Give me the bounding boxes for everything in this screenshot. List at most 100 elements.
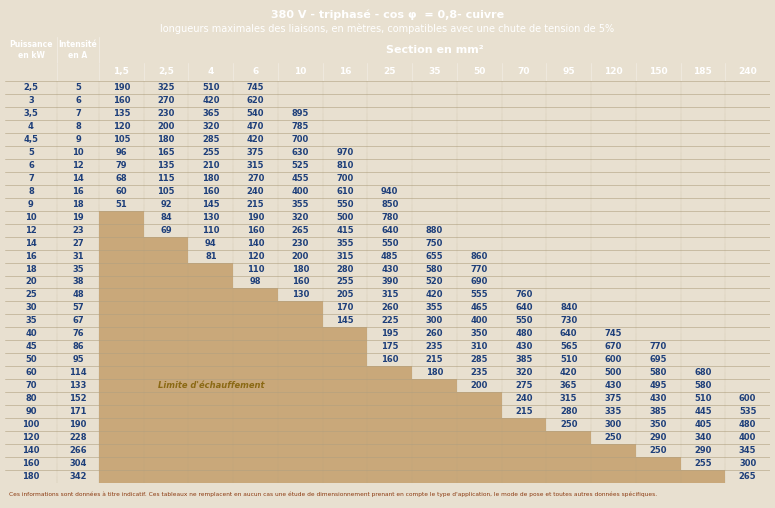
Text: 420: 420 xyxy=(425,291,443,300)
Text: Ces informations sont données à titre indicatif. Ces tableaux ne remplacent en a: Ces informations sont données à titre in… xyxy=(9,491,657,497)
Text: 2,5: 2,5 xyxy=(158,68,174,77)
Text: 135: 135 xyxy=(157,161,175,170)
Bar xyxy=(143,354,188,366)
Text: 510: 510 xyxy=(694,394,711,403)
Text: 8: 8 xyxy=(75,122,81,131)
Text: 266: 266 xyxy=(69,446,87,455)
Text: 18: 18 xyxy=(25,265,37,273)
Bar xyxy=(322,418,367,431)
Text: Intensité
en A: Intensité en A xyxy=(59,40,98,60)
Bar xyxy=(457,431,501,444)
Text: 79: 79 xyxy=(115,161,127,170)
Bar xyxy=(99,340,143,354)
Bar xyxy=(457,392,501,405)
Text: 171: 171 xyxy=(69,407,87,416)
Text: 160: 160 xyxy=(246,226,264,235)
Text: 420: 420 xyxy=(246,135,264,144)
Text: 120: 120 xyxy=(112,122,130,131)
Text: 180: 180 xyxy=(22,472,40,481)
Text: 5: 5 xyxy=(75,83,81,92)
Text: 240: 240 xyxy=(515,394,532,403)
Text: 92: 92 xyxy=(160,200,172,209)
Text: 400: 400 xyxy=(470,316,488,326)
Text: 170: 170 xyxy=(336,303,353,312)
Bar xyxy=(501,457,546,470)
Text: 110: 110 xyxy=(202,226,219,235)
Text: 555: 555 xyxy=(470,291,488,300)
Text: 880: 880 xyxy=(426,226,443,235)
Bar xyxy=(457,457,501,470)
Text: 20: 20 xyxy=(25,277,37,287)
Text: 230: 230 xyxy=(291,239,309,247)
Text: 610: 610 xyxy=(336,187,353,196)
Text: 320: 320 xyxy=(515,368,532,377)
Text: 550: 550 xyxy=(515,316,532,326)
Text: 640: 640 xyxy=(515,303,532,312)
Text: 38: 38 xyxy=(72,277,84,287)
Text: 700: 700 xyxy=(291,135,309,144)
Text: 30: 30 xyxy=(26,303,36,312)
Text: 470: 470 xyxy=(247,122,264,131)
Text: 485: 485 xyxy=(381,251,398,261)
Bar xyxy=(278,327,322,340)
Text: 140: 140 xyxy=(246,239,264,247)
Text: 14: 14 xyxy=(72,174,84,183)
Text: 365: 365 xyxy=(560,381,577,390)
Text: 69: 69 xyxy=(160,226,172,235)
Text: 940: 940 xyxy=(381,187,398,196)
Text: Section en mm²: Section en mm² xyxy=(386,45,484,55)
Bar xyxy=(591,444,636,457)
Bar xyxy=(278,431,322,444)
Text: 76: 76 xyxy=(72,329,84,338)
Text: 180: 180 xyxy=(425,368,443,377)
Text: 160: 160 xyxy=(381,355,398,364)
Bar xyxy=(233,289,278,301)
Text: 60: 60 xyxy=(115,187,127,196)
Text: 70: 70 xyxy=(26,381,36,390)
Text: 230: 230 xyxy=(157,109,175,118)
Text: 81: 81 xyxy=(205,251,217,261)
Bar xyxy=(188,457,233,470)
Text: 1,5: 1,5 xyxy=(113,68,129,77)
Text: 270: 270 xyxy=(247,174,264,183)
Text: 2,5: 2,5 xyxy=(23,83,39,92)
Text: 235: 235 xyxy=(425,342,443,352)
Text: 16: 16 xyxy=(339,68,351,77)
Bar xyxy=(99,444,143,457)
Bar xyxy=(322,444,367,457)
Bar xyxy=(501,470,546,483)
Text: 160: 160 xyxy=(291,277,309,287)
Bar xyxy=(99,263,143,275)
Text: 152: 152 xyxy=(69,394,87,403)
Text: 375: 375 xyxy=(247,148,264,157)
Text: 350: 350 xyxy=(649,420,666,429)
Text: 200: 200 xyxy=(291,251,309,261)
Text: 105: 105 xyxy=(112,135,130,144)
Text: 16: 16 xyxy=(72,187,84,196)
Text: 400: 400 xyxy=(739,433,756,442)
Bar xyxy=(143,470,188,483)
Text: 385: 385 xyxy=(649,407,666,416)
Bar xyxy=(278,457,322,470)
Text: 350: 350 xyxy=(470,329,488,338)
Text: 420: 420 xyxy=(202,96,219,105)
Bar xyxy=(188,301,233,314)
Text: 140: 140 xyxy=(22,446,40,455)
Text: 525: 525 xyxy=(291,161,309,170)
Text: 35: 35 xyxy=(429,68,441,77)
Bar xyxy=(278,405,322,418)
Text: 133: 133 xyxy=(69,381,87,390)
Bar xyxy=(322,431,367,444)
Text: 290: 290 xyxy=(694,446,711,455)
Bar xyxy=(188,263,233,275)
Bar xyxy=(412,418,457,431)
Text: 315: 315 xyxy=(246,161,264,170)
Text: 120: 120 xyxy=(22,433,40,442)
Text: 6: 6 xyxy=(253,68,259,77)
Text: 390: 390 xyxy=(381,277,398,287)
Text: 120: 120 xyxy=(604,68,623,77)
Text: 760: 760 xyxy=(515,291,532,300)
Bar xyxy=(188,418,233,431)
Bar xyxy=(367,418,412,431)
Text: 35: 35 xyxy=(25,316,37,326)
